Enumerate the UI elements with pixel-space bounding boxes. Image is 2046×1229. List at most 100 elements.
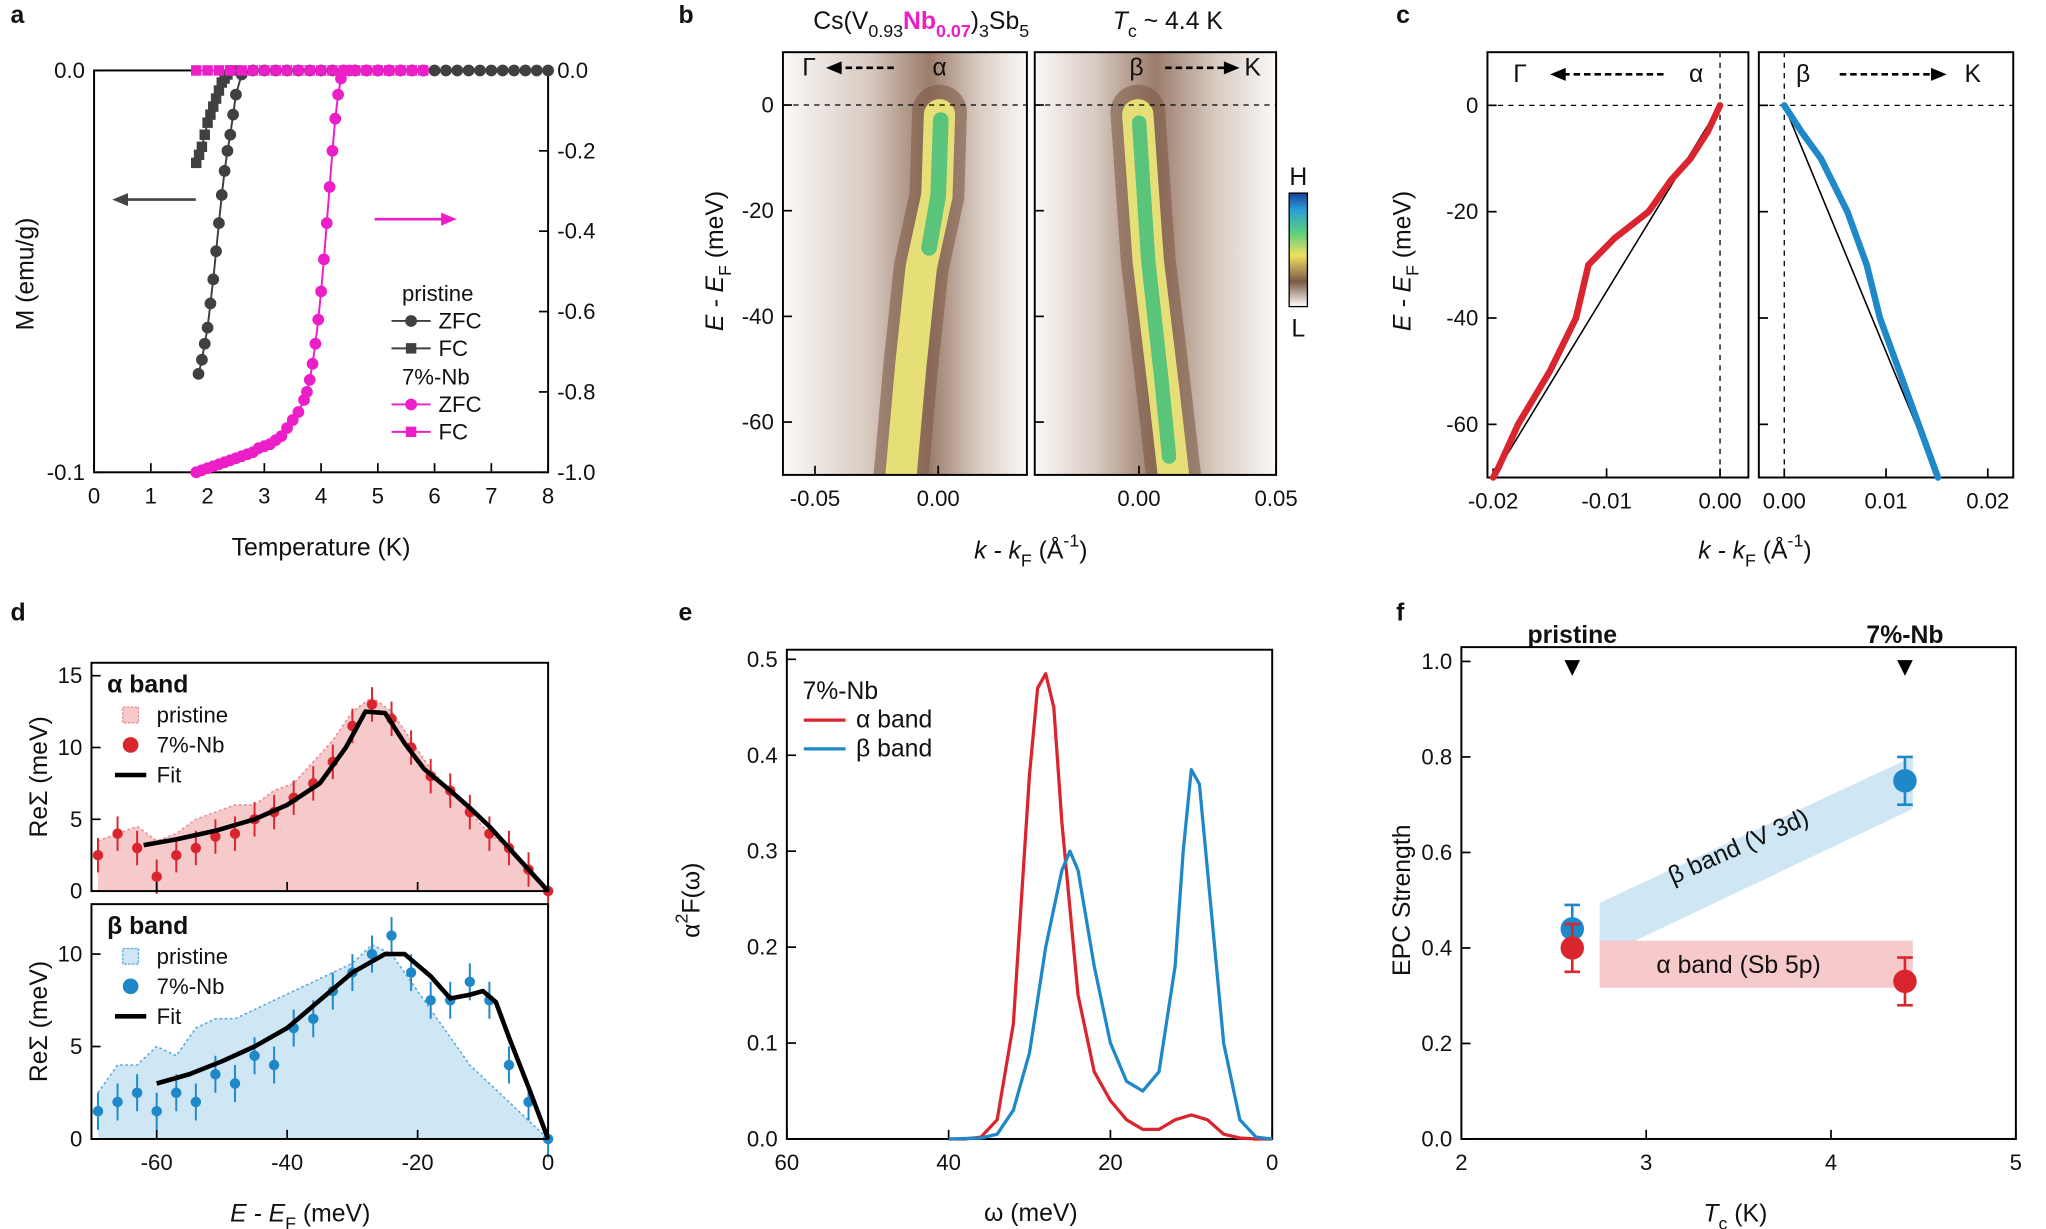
marker — [496, 64, 509, 77]
marker — [308, 1013, 319, 1025]
marker — [474, 64, 486, 77]
marker — [309, 337, 322, 350]
marker — [221, 144, 234, 157]
marker — [315, 65, 327, 76]
marker — [405, 426, 417, 438]
x-axis-label: E - EF (meV) — [230, 1200, 370, 1229]
marker — [332, 88, 344, 101]
marker — [315, 285, 327, 298]
marker — [230, 88, 242, 101]
panel-letter: f — [1396, 600, 1405, 627]
marker — [451, 64, 464, 77]
x-tick-label: -20 — [402, 1150, 434, 1175]
marker — [196, 141, 208, 153]
y-tick-label: 0.2 — [747, 935, 778, 960]
label-part: c — [1719, 1213, 1728, 1229]
marker — [303, 373, 316, 386]
x-axis-label: k - kF (Å-1) — [1698, 531, 1811, 571]
label-part: (Å — [1756, 536, 1788, 564]
y-tick-label: 0.0 — [557, 58, 588, 83]
marker — [151, 871, 162, 882]
marker — [192, 367, 205, 380]
marker — [92, 1106, 104, 1117]
x-tick-label: 1 — [145, 483, 157, 508]
plot-frame — [785, 648, 1274, 1140]
y-tick-label: 0 — [761, 93, 773, 118]
legend-label: Fit — [157, 762, 182, 787]
marker — [210, 831, 221, 842]
marker — [306, 357, 319, 370]
x-axis-label: Tc (K) — [1703, 1200, 1767, 1229]
x-tick-label: 3 — [258, 483, 270, 508]
x-tick-label: 0.00 — [1763, 488, 1806, 513]
label-part: F — [1745, 551, 1756, 571]
marker — [428, 64, 441, 77]
legend-label: Fit — [157, 1004, 182, 1029]
legend-title: β band — [107, 913, 188, 940]
y-tick-label: 0 — [70, 879, 82, 904]
marker — [191, 157, 202, 169]
x-tick-label: -60 — [141, 1150, 173, 1175]
marker — [301, 386, 313, 398]
marker — [224, 128, 237, 141]
label-part: F — [285, 1213, 296, 1229]
band-strip — [1599, 756, 1913, 958]
arrow-head — [825, 61, 842, 75]
legend-label: ZFC — [439, 308, 482, 333]
chart-subtitle: Tc ~ 4.4 K — [1113, 7, 1224, 41]
legend-marker — [122, 737, 139, 753]
fit-line — [156, 951, 551, 1140]
label-part: E - E — [230, 1200, 286, 1227]
marker — [1893, 969, 1917, 994]
label-part: 0.07 — [936, 21, 971, 41]
marker — [193, 149, 205, 161]
direction-label: β — [1129, 54, 1143, 81]
arrow-head — [1223, 61, 1240, 75]
series-line — [197, 69, 549, 375]
panel-letter: c — [1396, 2, 1410, 29]
marker — [268, 1059, 280, 1071]
marker — [405, 343, 417, 354]
x-tick-label: -40 — [271, 1150, 303, 1175]
y-tick-label: 5 — [70, 807, 82, 832]
label-part: 3 — [979, 21, 989, 41]
x-tick-label: -0.02 — [1468, 488, 1519, 513]
marker — [202, 65, 213, 76]
y-tick-label: -0.6 — [557, 299, 595, 324]
y-tick-label: -1.0 — [557, 460, 595, 485]
y-tick-label: -20 — [1446, 199, 1478, 224]
marker — [249, 1050, 260, 1061]
label-part: (meV) — [296, 1200, 370, 1227]
y-tick-label: 0.4 — [1421, 935, 1452, 960]
label-part: c — [1128, 21, 1137, 41]
arrow-head — [112, 193, 128, 207]
marker-triangle — [1564, 660, 1581, 676]
x-tick-label: 0.00 — [1117, 486, 1160, 511]
label-part: (meV) — [702, 191, 729, 265]
label-part: α — [678, 924, 705, 938]
plot-frame — [90, 903, 550, 1140]
legend-marker — [122, 978, 139, 995]
marker — [485, 64, 498, 77]
x-tick-label: 2 — [201, 483, 213, 508]
marker — [190, 842, 202, 854]
x-axis-label: ω (meV) — [984, 1200, 1078, 1227]
marker — [208, 101, 219, 112]
x-tick-label: 2 — [1455, 1150, 1467, 1175]
marker — [210, 1069, 221, 1080]
legend-label: ZFC — [439, 392, 482, 417]
label-part: Nb — [903, 7, 936, 34]
marker — [323, 181, 336, 193]
legend-label: α band — [856, 707, 932, 734]
marker — [530, 64, 543, 77]
label-part: 0.93 — [868, 21, 903, 41]
y-axis-label: E - EF (meV) — [1389, 191, 1423, 331]
direction-label: Γ — [1513, 61, 1527, 88]
marker — [210, 93, 222, 104]
marker — [204, 297, 217, 310]
panel-letter: d — [11, 600, 26, 627]
marker — [202, 117, 213, 128]
marker — [198, 337, 211, 350]
marker — [293, 65, 304, 76]
